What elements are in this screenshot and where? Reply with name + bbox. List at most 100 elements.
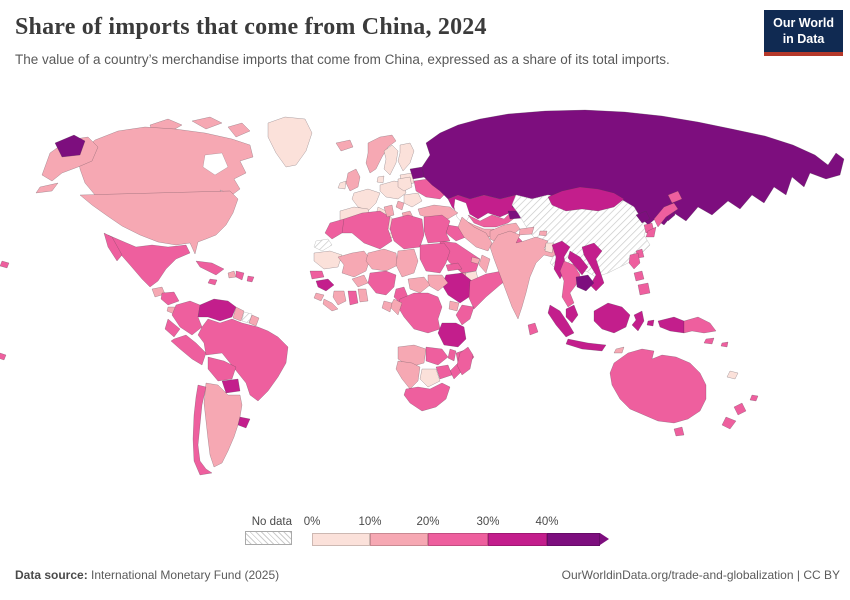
country-vietnam[interactable]: [581, 242, 605, 292]
country-liberia[interactable]: [322, 298, 339, 312]
country-mexico[interactable]: [107, 234, 191, 288]
country-cote-divoire[interactable]: [332, 290, 347, 306]
country-united-states-aleutians[interactable]: [35, 182, 59, 194]
country-new-britain[interactable]: [703, 337, 715, 345]
country-madagascar[interactable]: [456, 346, 474, 376]
country-solomon-islands[interactable]: [720, 341, 729, 348]
country-turkey[interactable]: [417, 204, 459, 220]
country-sri-lanka[interactable]: [527, 322, 539, 336]
country-indonesia-papua[interactable]: [657, 316, 685, 334]
legend-bin-0-10[interactable]: [312, 533, 370, 546]
country-kenya[interactable]: [455, 304, 475, 326]
country-oman[interactable]: [478, 254, 491, 274]
country-philippines-luzon[interactable]: [628, 252, 641, 270]
country-new-zealand-south[interactable]: [721, 416, 737, 430]
country-mexico-baja[interactable]: [103, 232, 123, 262]
country-ghana[interactable]: [347, 290, 359, 306]
country-sierra-leone[interactable]: [313, 292, 325, 302]
country-chile[interactable]: [192, 384, 213, 476]
island-marks-left-edge[interactable]: [0, 260, 10, 269]
country-south-africa[interactable]: [403, 382, 451, 412]
country-niger[interactable]: [365, 248, 399, 272]
country-mauritania[interactable]: [313, 250, 343, 270]
country-laos[interactable]: [567, 250, 589, 276]
country-thailand[interactable]: [559, 260, 581, 308]
country-sudan[interactable]: [419, 242, 451, 274]
country-malaysia-peninsula[interactable]: [565, 304, 579, 324]
country-finland[interactable]: [397, 142, 415, 172]
country-north-korea[interactable]: [635, 210, 651, 224]
legend-bin-40-plus[interactable]: [547, 533, 600, 546]
country-philippines-visayas[interactable]: [633, 270, 645, 282]
legend-no-data[interactable]: No data: [238, 516, 292, 548]
country-eritrea[interactable]: [445, 262, 463, 272]
country-brazil[interactable]: [197, 318, 289, 402]
country-mongolia[interactable]: [547, 186, 625, 212]
country-zimbabwe[interactable]: [435, 364, 453, 380]
country-japan-hokkaido[interactable]: [667, 190, 683, 204]
country-nigeria[interactable]: [367, 270, 397, 296]
country-cuba[interactable]: [195, 260, 225, 276]
country-bolivia[interactable]: [207, 356, 237, 382]
country-chad[interactable]: [395, 248, 419, 278]
country-serbia[interactable]: [395, 200, 405, 211]
country-haiti[interactable]: [227, 270, 237, 279]
country-canada[interactable]: [191, 116, 223, 130]
country-guinea[interactable]: [315, 278, 335, 292]
country-guyana[interactable]: [232, 306, 245, 322]
country-sweden[interactable]: [383, 144, 399, 176]
country-western-sahara[interactable]: [313, 238, 333, 252]
country-indonesia-moluccas[interactable]: [646, 319, 655, 327]
country-peru[interactable]: [170, 334, 207, 366]
country-central-african-republic[interactable]: [407, 276, 431, 294]
country-uruguay[interactable]: [237, 416, 251, 429]
country-russia-chukotka[interactable]: [54, 134, 86, 158]
country-botswana[interactable]: [419, 368, 441, 388]
country-mali[interactable]: [337, 250, 371, 278]
country-senegal[interactable]: [309, 270, 325, 280]
country-indonesia-sulawesi[interactable]: [631, 310, 645, 332]
country-borneo[interactable]: [593, 302, 631, 334]
country-fiji[interactable]: [749, 394, 759, 402]
country-angola[interactable]: [397, 344, 427, 368]
country-libya[interactable]: [389, 214, 425, 250]
country-ecuador[interactable]: [164, 318, 181, 338]
country-tasmania[interactable]: [673, 426, 685, 437]
country-somalia[interactable]: [468, 270, 514, 310]
country-bangladesh[interactable]: [544, 242, 555, 254]
country-argentina[interactable]: [203, 382, 243, 468]
country-cambodia[interactable]: [575, 274, 595, 292]
country-zambia[interactable]: [425, 346, 449, 366]
country-puerto-rico[interactable]: [246, 275, 255, 283]
country-iran[interactable]: [457, 216, 493, 252]
country-new-caledonia[interactable]: [726, 370, 739, 380]
country-timor-leste[interactable]: [613, 346, 625, 354]
country-tanzania[interactable]: [437, 322, 467, 348]
country-poland[interactable]: [397, 176, 413, 192]
country-france[interactable]: [351, 188, 381, 212]
country-egypt[interactable]: [423, 214, 451, 244]
country-bhutan[interactable]: [538, 230, 548, 237]
country-honduras-nicaragua[interactable]: [160, 291, 180, 306]
country-algeria[interactable]: [341, 210, 393, 250]
no-data-swatch[interactable]: [245, 531, 292, 545]
country-venezuela[interactable]: [197, 298, 237, 322]
legend-bin-30-40[interactable]: [488, 533, 547, 546]
country-india[interactable]: [489, 230, 561, 320]
owid-logo[interactable]: Our World in Data: [764, 10, 843, 57]
country-namibia[interactable]: [395, 360, 421, 390]
country-dominican-republic[interactable]: [235, 270, 245, 281]
country-iceland[interactable]: [335, 139, 354, 152]
country-gabon[interactable]: [381, 300, 393, 313]
country-dr-congo[interactable]: [397, 292, 443, 334]
country-united-states[interactable]: [79, 190, 239, 255]
country-ireland[interactable]: [337, 180, 347, 190]
country-malawi[interactable]: [447, 348, 457, 362]
country-australia[interactable]: [609, 348, 707, 424]
country-uae[interactable]: [470, 256, 481, 265]
country-togo-benin[interactable]: [357, 288, 369, 303]
country-tunisia[interactable]: [383, 204, 395, 218]
country-romania[interactable]: [403, 192, 423, 208]
legend-bin-20-30[interactable]: [428, 533, 488, 546]
country-jamaica[interactable]: [207, 278, 218, 286]
